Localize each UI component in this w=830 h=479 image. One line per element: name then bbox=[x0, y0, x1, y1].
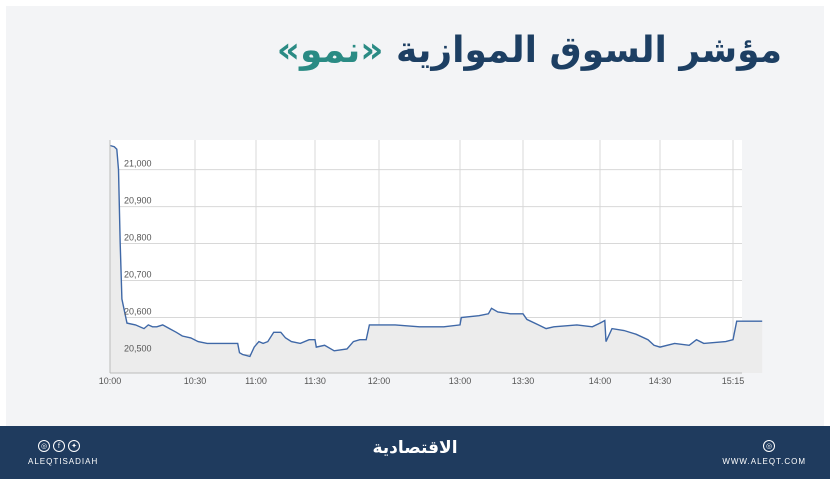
x-tick-label: 12:00 bbox=[368, 376, 391, 386]
x-tick-label: 13:00 bbox=[449, 376, 472, 386]
y-tick-label: 20,800 bbox=[124, 233, 152, 243]
chart-title: مؤشر السوق الموازية «نمو» bbox=[277, 30, 782, 71]
social-icons: ◎ f ✦ bbox=[38, 440, 80, 452]
y-tick-label: 20,700 bbox=[124, 270, 152, 280]
series-area bbox=[110, 145, 763, 373]
social-handle[interactable]: ALEQTISADIAH bbox=[28, 457, 99, 466]
x-tick-label: 11:00 bbox=[245, 376, 267, 386]
footer-bar: ◎ f ✦ ALEQTISADIAH الاقتصادية ◎ WWW.ALEQ… bbox=[0, 426, 830, 479]
twitter-icon[interactable]: ✦ bbox=[68, 440, 80, 452]
index-chart: 20,500 20,600 20,700 20,800 20,900 21,000 10:0… bbox=[99, 140, 763, 386]
instagram-icon[interactable]: ◎ bbox=[38, 440, 50, 452]
y-tick-label: 21,000 bbox=[124, 159, 152, 169]
title-accent: «نمو» bbox=[276, 30, 384, 71]
x-tick-label: 14:30 bbox=[649, 376, 672, 386]
y-tick-label: 20,600 bbox=[124, 307, 152, 317]
x-tick-label: 14:00 bbox=[589, 376, 612, 386]
title-main: مؤشر السوق الموازية bbox=[396, 30, 782, 71]
x-tick-label: 11:30 bbox=[304, 376, 326, 386]
brand-logo: الاقتصادية bbox=[372, 438, 458, 458]
globe-icon: ◎ bbox=[763, 440, 775, 452]
x-tick-label: 13:30 bbox=[512, 376, 535, 386]
series-line bbox=[109, 144, 763, 358]
y-tick-label: 20,900 bbox=[124, 196, 152, 206]
x-tick-label: 15:15 bbox=[722, 376, 745, 386]
x-tick-label: 10:30 bbox=[184, 376, 207, 386]
website-link[interactable]: WWW.ALEQT.COM bbox=[722, 457, 806, 466]
y-tick-label: 20,500 bbox=[124, 344, 152, 354]
facebook-icon[interactable]: f bbox=[53, 440, 65, 452]
x-tick-label: 10:00 bbox=[99, 376, 122, 386]
